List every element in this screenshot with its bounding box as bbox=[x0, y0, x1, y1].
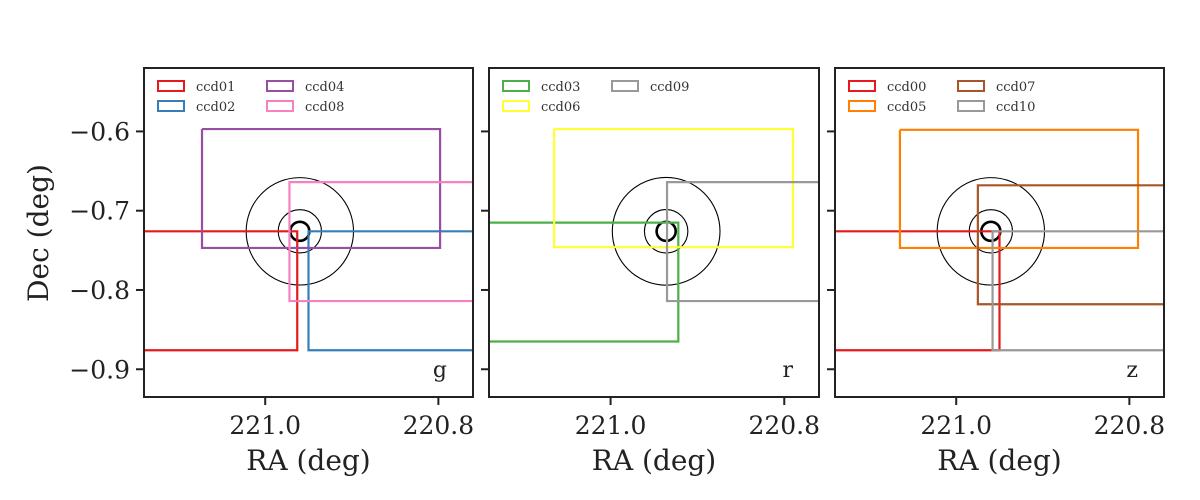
panel-z: 221.0 220.8 RA (deg) z ccd00 ccd05 ccd07 ccd10 bbox=[827, 67, 1166, 477]
axes-frame bbox=[143, 67, 474, 398]
plot-area bbox=[489, 127, 819, 343]
x-tick-label: 221.0 bbox=[229, 411, 301, 440]
legend-swatch-ccd02 bbox=[157, 100, 185, 112]
legend-label-ccd09: ccd09 bbox=[650, 80, 689, 95]
outline-ccd01 bbox=[144, 230, 299, 352]
legend-swatch-ccd01 bbox=[157, 80, 185, 92]
x-tick-label: 220.8 bbox=[403, 411, 475, 440]
y-tick-label: −0.9 bbox=[69, 355, 130, 384]
legend-label-ccd07: ccd07 bbox=[996, 80, 1035, 95]
legend-swatch-ccd07 bbox=[957, 80, 985, 92]
outline-ccd00 bbox=[835, 230, 1001, 352]
outline-ccd03 bbox=[489, 221, 680, 343]
outline-ccd10 bbox=[991, 230, 1164, 352]
plot-area bbox=[144, 127, 473, 352]
legend-swatch-ccd04 bbox=[266, 80, 294, 92]
band-label: g bbox=[433, 358, 447, 383]
y-tick-label: −0.6 bbox=[69, 117, 130, 146]
outline-ccd05 bbox=[898, 128, 1140, 250]
legend-label-ccd04: ccd04 bbox=[305, 80, 344, 95]
y-axis-title: Dec (deg) bbox=[22, 164, 55, 302]
outline-ccd08 bbox=[288, 181, 473, 303]
y-tick-label: −0.8 bbox=[69, 276, 130, 305]
legend-swatch-ccd00 bbox=[848, 80, 876, 92]
legend-label-ccd00: ccd00 bbox=[887, 80, 926, 95]
legend-label-ccd05: ccd05 bbox=[887, 100, 926, 115]
legend-swatch-ccd03 bbox=[502, 80, 530, 92]
outline-ccd02 bbox=[307, 230, 473, 352]
legend-swatch-ccd06 bbox=[502, 100, 530, 112]
legend-swatch-ccd09 bbox=[611, 80, 639, 92]
x-axis-title: RA (deg) bbox=[246, 444, 370, 477]
outline-ccd04 bbox=[200, 127, 442, 250]
legend-label-ccd01: ccd01 bbox=[196, 80, 235, 95]
panel-g: 221.0 220.8 −0.6 −0.7 −0.8 −0.9 RA (deg) g ccd01… bbox=[69, 67, 475, 477]
legend-label-ccd02: ccd02 bbox=[196, 100, 235, 115]
axes-frame bbox=[834, 67, 1165, 398]
x-tick-label: 221.0 bbox=[920, 411, 992, 440]
legend-swatch-ccd10 bbox=[957, 100, 985, 112]
outline-ccd06 bbox=[553, 127, 795, 249]
x-axis-title: RA (deg) bbox=[592, 444, 716, 477]
x-tick-label: 221.0 bbox=[575, 411, 647, 440]
x-tick-label: 220.8 bbox=[748, 411, 820, 440]
band-label: r bbox=[782, 358, 793, 383]
legend-label-ccd08: ccd08 bbox=[305, 100, 344, 115]
plot-area bbox=[835, 128, 1164, 352]
legend-swatch-ccd05 bbox=[848, 100, 876, 112]
outline-ccd09 bbox=[665, 181, 819, 303]
legend-label-ccd10: ccd10 bbox=[996, 100, 1035, 115]
legend-label-ccd06: ccd06 bbox=[541, 100, 580, 115]
outline-ccd07 bbox=[976, 184, 1164, 306]
panel-r: 221.0 220.8 RA (deg) r ccd03 ccd06 ccd09 bbox=[481, 67, 820, 477]
x-axis-title: RA (deg) bbox=[937, 444, 1061, 477]
y-tick-label: −0.7 bbox=[69, 197, 130, 226]
x-tick-label: 220.8 bbox=[1094, 411, 1166, 440]
band-label: z bbox=[1126, 358, 1138, 383]
legend-label-ccd03: ccd03 bbox=[541, 80, 580, 95]
legend-swatch-ccd08 bbox=[266, 100, 294, 112]
axes-frame bbox=[488, 67, 820, 398]
